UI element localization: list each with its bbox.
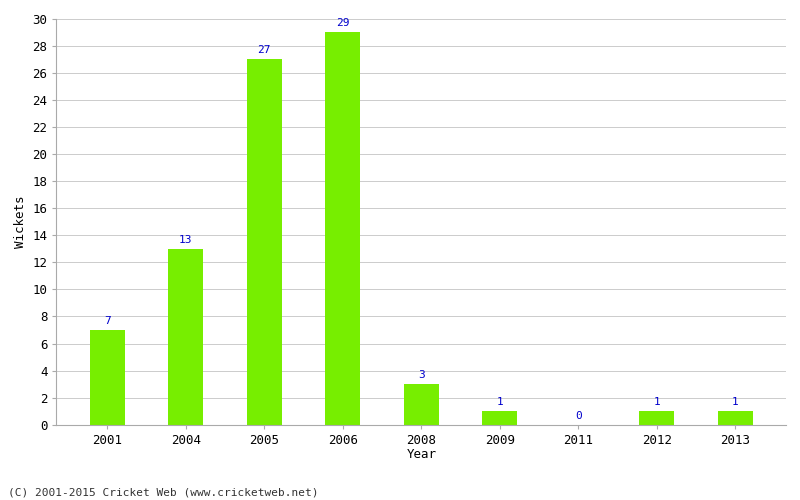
- Bar: [246, 60, 282, 424]
- Text: 1: 1: [732, 397, 738, 407]
- Text: 27: 27: [258, 46, 271, 56]
- Bar: [90, 330, 125, 424]
- Text: 0: 0: [575, 410, 582, 420]
- Y-axis label: Wickets: Wickets: [14, 196, 27, 248]
- Bar: [718, 411, 753, 424]
- Text: 3: 3: [418, 370, 425, 380]
- Text: (C) 2001-2015 Cricket Web (www.cricketweb.net): (C) 2001-2015 Cricket Web (www.cricketwe…: [8, 488, 318, 498]
- Text: 29: 29: [336, 18, 350, 28]
- Bar: [639, 411, 674, 424]
- Bar: [482, 411, 518, 424]
- X-axis label: Year: Year: [406, 448, 436, 461]
- Text: 1: 1: [654, 397, 660, 407]
- Text: 13: 13: [179, 235, 193, 245]
- Bar: [404, 384, 439, 424]
- Text: 7: 7: [104, 316, 110, 326]
- Text: 1: 1: [497, 397, 503, 407]
- Bar: [168, 249, 203, 424]
- Bar: [325, 32, 361, 424]
